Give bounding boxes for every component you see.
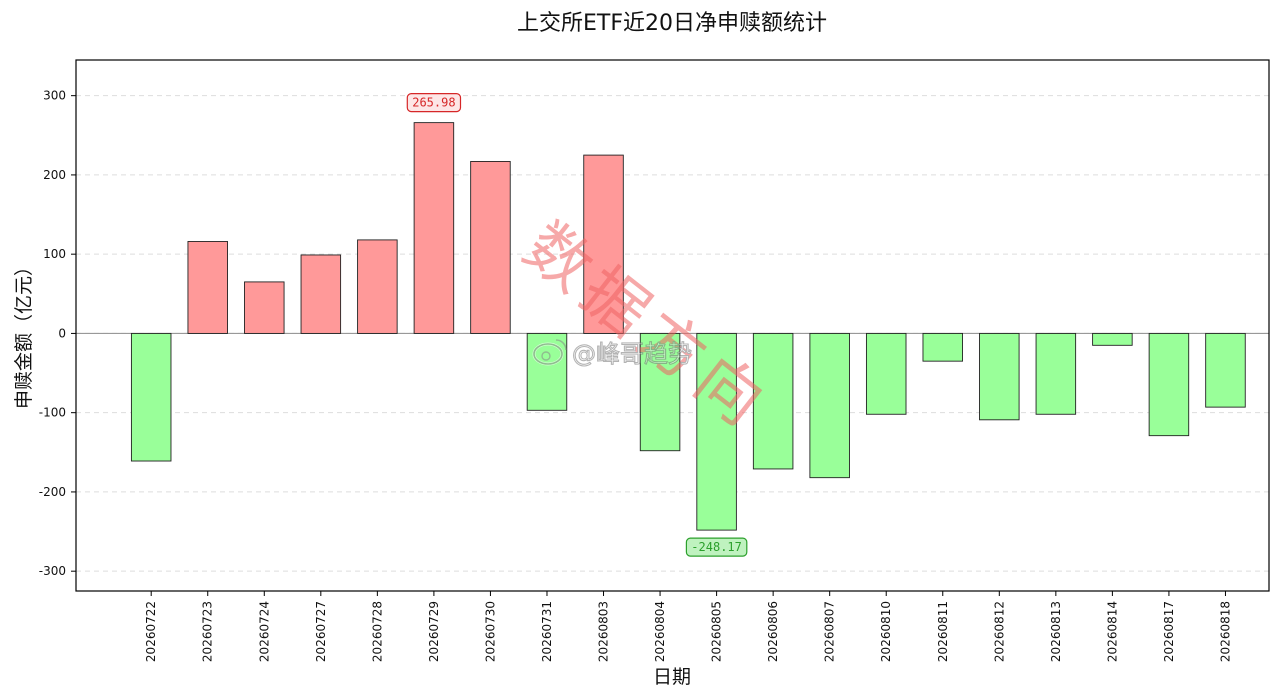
bar-20260804 [639, 332, 681, 452]
x-tick-label: 20260730 [483, 601, 497, 662]
x-tick-label: 20260807 [823, 601, 837, 662]
annotation-box [406, 93, 462, 113]
bar-20260817 [1148, 332, 1190, 437]
x-tick-label: 20260724 [257, 601, 271, 662]
bar-20260730 [470, 160, 511, 334]
bar-20260803 [583, 154, 624, 334]
bar-20260729 [413, 122, 455, 334]
x-tick-label: 20260727 [314, 601, 328, 662]
bar-20260810 [865, 332, 907, 415]
bar-20260724 [244, 281, 285, 334]
x-tick-label: 20260728 [370, 601, 384, 662]
bar-20260807 [809, 332, 850, 479]
y-axis-ticks: 300 200 100 0 -100 -200 -300 [39, 89, 76, 578]
bar-20260813 [1035, 332, 1077, 415]
x-axis-ticks: 20260722 20260723 20260724 20260727 20260728… [144, 591, 1232, 662]
x-tick-label: 20260813 [1049, 601, 1063, 662]
x-tick-label: 20260731 [540, 601, 554, 662]
bar-20260731 [526, 332, 568, 411]
bar-20260806 [752, 332, 794, 470]
annotations: 265.98 -248.17 [406, 93, 748, 557]
bars [130, 122, 1246, 531]
x-tick-label: 20260805 [710, 601, 724, 662]
bar-20260722 [130, 332, 172, 462]
x-tick-label: 20260806 [766, 601, 780, 662]
watermark-handle: @峰哥趋势 [572, 340, 692, 368]
x-tick-label: 20260723 [201, 601, 215, 662]
x-tick-label: 20260818 [1218, 601, 1232, 662]
y-tick-label: -300 [39, 564, 66, 578]
bar-20260723 [187, 241, 228, 334]
y-tick-label: 200 [43, 168, 66, 182]
bar-20260727 [300, 254, 342, 334]
y-tick-label: -200 [39, 485, 66, 499]
x-tick-label: 20260803 [597, 601, 611, 662]
chart-title: 上交所ETF近20日净申赎额统计 [517, 11, 827, 36]
plot-frame [75, 59, 1270, 592]
x-tick-label: 20260729 [427, 601, 441, 662]
bar-20260812 [979, 332, 1020, 421]
bar-20260818 [1205, 332, 1246, 408]
bar-20260811 [922, 332, 964, 362]
data-label: -248.17 [691, 540, 742, 554]
x-tick-label: 20260812 [992, 601, 1006, 662]
y-tick-label: 100 [43, 247, 66, 261]
annotation-box [685, 537, 748, 557]
y-tick-label: 0 [58, 326, 66, 340]
y-tick-label: -100 [39, 406, 66, 420]
bar-20260805 [696, 332, 737, 531]
x-axis-label: 日期 [653, 666, 691, 688]
annotation-20260805: -248.17 [685, 537, 748, 557]
data-label: 265.98 [412, 96, 455, 110]
weibo-icon [532, 339, 567, 366]
y-tick-label: 300 [43, 89, 66, 103]
bar-20260728 [357, 239, 398, 334]
bar-20260814 [1092, 332, 1133, 346]
y-axis-label: 申赎金额（亿元） [13, 257, 35, 409]
x-tick-label: 20260722 [144, 601, 158, 662]
x-tick-label: 20260811 [936, 601, 950, 662]
x-tick-label: 20260814 [1105, 601, 1119, 662]
x-tick-label: 20260810 [879, 601, 893, 662]
x-tick-label: 20260817 [1162, 601, 1176, 662]
x-tick-label: 20260804 [653, 601, 667, 662]
annotation-20260729: 265.98 [406, 93, 462, 113]
